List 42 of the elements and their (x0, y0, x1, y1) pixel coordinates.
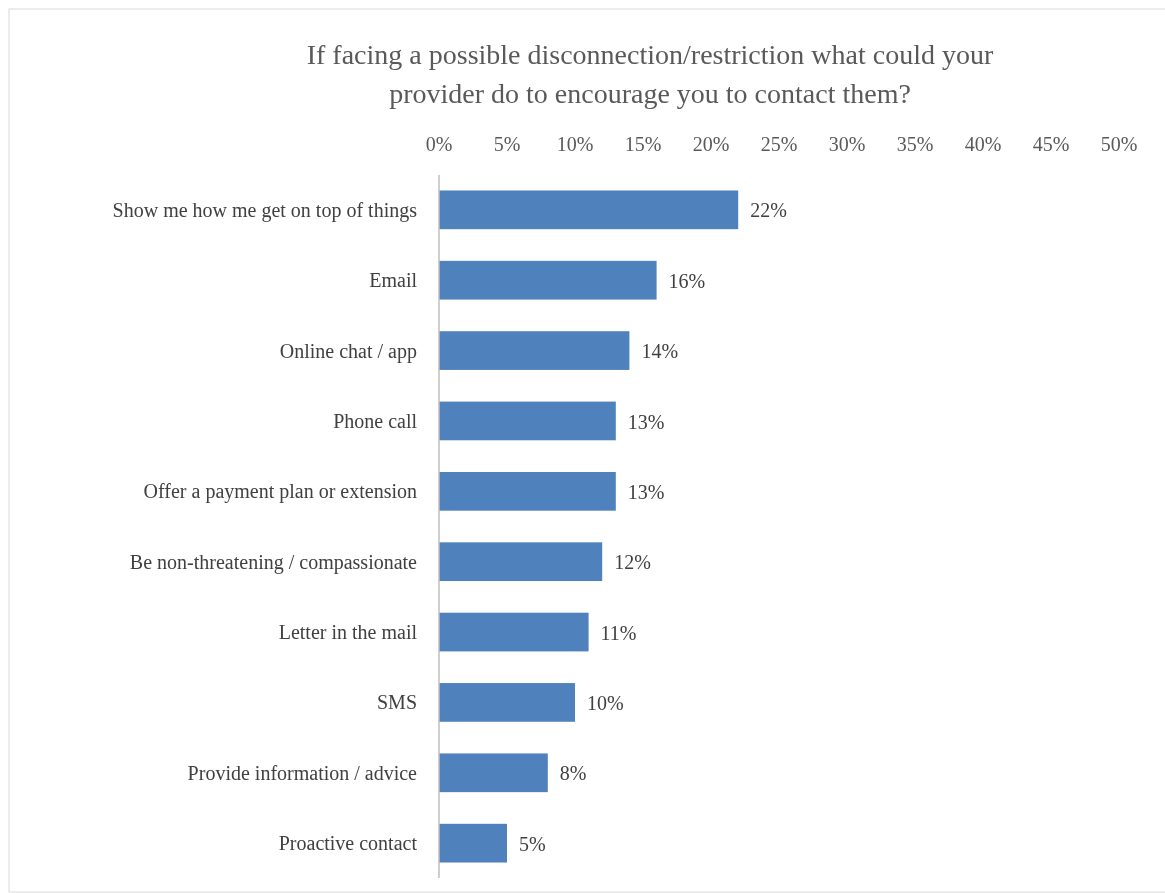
bar (439, 190, 739, 230)
data-label: 8% (559, 762, 587, 785)
x-tick-label: 30% (828, 133, 866, 155)
data-label: 13% (627, 480, 665, 503)
x-tick-label: 10% (556, 133, 594, 155)
bar (439, 401, 616, 441)
chart-title: If facing a possible disconnection/restriction what could your provider do to encourage you to contact them? (306, 39, 994, 109)
data-label: 12% (614, 551, 651, 574)
bar (439, 542, 603, 582)
bar (439, 331, 630, 370)
y-tick-label: Proactive contact (278, 832, 418, 855)
y-tick-label: Online chat / app (279, 339, 417, 363)
x-tick-label: 35% (896, 133, 934, 155)
y-tick-label: Be non-threatening / compassionate (129, 550, 418, 574)
x-tick-label: 50% (1100, 133, 1138, 155)
x-tick-label: 15% (624, 133, 662, 155)
y-tick-label: Provide information / advice (187, 761, 418, 784)
data-label: 5% (519, 832, 546, 855)
y-tick-label: Email (369, 269, 418, 292)
data-label: 11% (600, 621, 637, 644)
x-tick-label: 5% (493, 133, 521, 155)
data-label: 16% (668, 269, 706, 292)
bar (439, 683, 575, 722)
y-tick-label: Offer a payment plan or extension (143, 480, 417, 504)
data-label: 10% (587, 692, 624, 715)
x-tick-label: 0% (425, 133, 453, 155)
bar (439, 753, 548, 793)
y-tick-label: SMS (376, 691, 417, 714)
x-tick-label: 20% (692, 133, 730, 155)
x-tick-label: 40% (964, 133, 1002, 155)
x-tick-label: 45% (1032, 133, 1070, 155)
data-label: 14% (641, 340, 679, 363)
data-label: 22% (750, 199, 787, 222)
bar (439, 471, 616, 511)
y-tick-label: Phone call (333, 409, 418, 432)
y-tick-label: Letter in the mail (278, 621, 418, 644)
x-tick-label: 25% (760, 133, 798, 155)
y-tick-label: Show me how me get on top of things (112, 198, 418, 222)
data-label: 13% (627, 410, 665, 433)
bar (439, 612, 589, 652)
bar (439, 823, 507, 863)
bar (439, 260, 657, 300)
